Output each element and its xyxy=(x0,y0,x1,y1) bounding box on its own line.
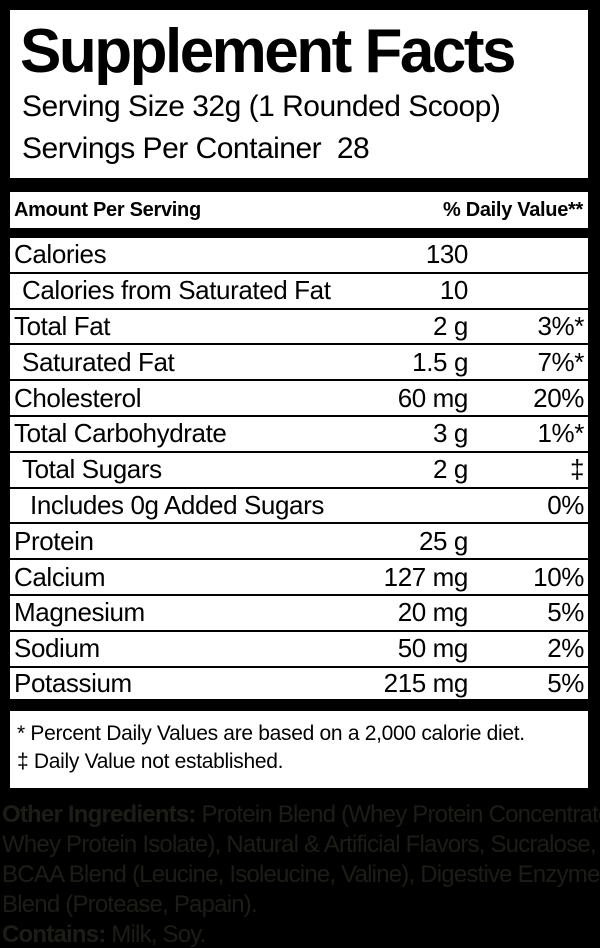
daily-value-header: % Daily Value** xyxy=(442,198,583,221)
nutrient-row: Total Sugars 2 g ‡ xyxy=(10,453,588,489)
nutrient-amount: 60 mg xyxy=(397,382,469,413)
nutrient-daily-value: 3%* xyxy=(537,310,585,341)
nutrient-daily-value: 20% xyxy=(533,382,584,413)
ingredients-line: Other Ingredients: Protein Blend (Whey P… xyxy=(2,800,600,830)
nutrient-row: Saturated Fat 1.5 g 7%* xyxy=(10,345,588,382)
nutrient-amount: 20 mg xyxy=(397,597,469,628)
nutrient-name: Calcium xyxy=(14,561,106,592)
ingredients-line: Blend (Protease, Papain). xyxy=(2,890,600,920)
ingredients-line: BCAA Blend (Leucine, Isoleucine, Valine)… xyxy=(2,860,600,890)
footnote-percent-daily-value: * Percent Daily Values are based on a 2,… xyxy=(17,722,525,746)
ingredients-line-text: Blend (Protease, Papain). xyxy=(2,891,258,918)
nutrient-name: Total Carbohydrate xyxy=(14,418,227,449)
ingredients-line-text: Whey Protein Isolate), Natural & Artific… xyxy=(2,831,597,858)
thick-divider-top xyxy=(10,178,588,192)
nutrient-row: Includes 0g Added Sugars 0% xyxy=(10,489,588,525)
nutrient-daily-value: 1%* xyxy=(537,418,585,449)
footnotes: * Percent Daily Values are based on a 2,… xyxy=(10,720,588,776)
nutrient-amount: 10 xyxy=(439,275,469,306)
ingredients-line-text: Protein Blend (Whey Protein Concentrate, xyxy=(195,801,600,828)
nutrient-amount: 2 g xyxy=(433,454,468,485)
nutrient-amount: 25 g xyxy=(418,525,468,556)
servings-per-container-line: Servings Per Container 28 xyxy=(22,132,370,165)
nutrient-name: Cholesterol xyxy=(14,382,142,413)
nutrient-amount: 127 mg xyxy=(383,561,469,592)
nutrient-name: Saturated Fat xyxy=(22,346,175,377)
amount-per-serving-header: Amount Per Serving xyxy=(14,198,201,221)
ingredients-line: Whey Protein Isolate), Natural & Artific… xyxy=(2,830,600,860)
supplement-facts-panel: Supplement Facts Serving Size 32g (1 Rou… xyxy=(10,10,588,788)
ingredients-line-text: BCAA Blend (Leucine, Isoleucine, Valine)… xyxy=(2,861,600,888)
nutrient-name: Total Sugars xyxy=(22,454,162,485)
nutrient-daily-value: 10% xyxy=(533,561,584,592)
ingredients-line: Contains: Milk, Soy. xyxy=(2,920,600,948)
nutrient-row: Cholesterol 60 mg 20% xyxy=(10,381,588,417)
footnote-dagger: ‡ Daily Value not established. xyxy=(17,750,284,774)
nutrient-amount: 1.5 g xyxy=(412,346,468,377)
nutrient-row: Calories from Saturated Fat 10 xyxy=(10,274,588,310)
nutrient-name: Magnesium xyxy=(14,597,145,628)
serving-size-line: Serving Size 32g (1 Rounded Scoop) xyxy=(22,90,501,123)
thick-divider-header xyxy=(10,228,588,238)
nutrient-row: Total Carbohydrate 3 g 1%* xyxy=(10,417,588,453)
nutrient-amount: 2 g xyxy=(433,310,468,341)
nutrient-daily-value: 5% xyxy=(547,597,584,628)
nutrient-name: Includes 0g Added Sugars xyxy=(30,489,324,520)
nutrient-name: Protein xyxy=(14,525,94,556)
nutrient-amount: 215 mg xyxy=(383,667,469,698)
nutrient-amount: 3 g xyxy=(433,418,468,449)
nutrient-row: Magnesium 20 mg 5% xyxy=(10,596,588,632)
thick-divider-bottom xyxy=(10,699,588,712)
nutrient-row: Potassium 215 mg 5% xyxy=(10,668,588,700)
nutrient-amount: 130 xyxy=(425,239,469,270)
nutrient-name: Potassium xyxy=(14,667,132,698)
nutrient-name: Calories xyxy=(14,239,107,270)
column-header-row: Amount Per Serving % Daily Value** xyxy=(10,192,588,228)
ingredients-line-bold-prefix: Contains: xyxy=(2,921,106,948)
nutrient-daily-value: ‡ xyxy=(569,454,584,485)
nutrient-row: Calories 130 xyxy=(10,238,588,274)
panel-title: Supplement Facts xyxy=(20,17,517,86)
nutrient-name: Calories from Saturated Fat xyxy=(22,275,331,306)
nutrient-row: Sodium 50 mg 2% xyxy=(10,632,588,668)
ingredients-line-bold-prefix: Other Ingredients: xyxy=(2,801,196,828)
nutrient-daily-value: 2% xyxy=(547,633,584,664)
other-ingredients-section: Other Ingredients: Protein Blend (Whey P… xyxy=(2,800,600,948)
nutrient-name: Sodium xyxy=(14,633,100,664)
nutrient-amount: 50 mg xyxy=(397,633,469,664)
nutrient-rows: Calories 130 Calories from Saturated Fat… xyxy=(10,238,588,699)
nutrient-name: Total Fat xyxy=(14,310,111,341)
nutrient-row: Total Fat 2 g 3%* xyxy=(10,310,588,346)
nutrient-daily-value: 5% xyxy=(547,667,584,698)
nutrient-daily-value: 0% xyxy=(547,489,584,520)
nutrient-daily-value: 7%* xyxy=(537,346,585,377)
nutrient-row: Calcium 127 mg 10% xyxy=(10,560,588,596)
nutrient-row: Protein 25 g xyxy=(10,524,588,561)
ingredients-line-text: Milk, Soy. xyxy=(105,921,206,948)
